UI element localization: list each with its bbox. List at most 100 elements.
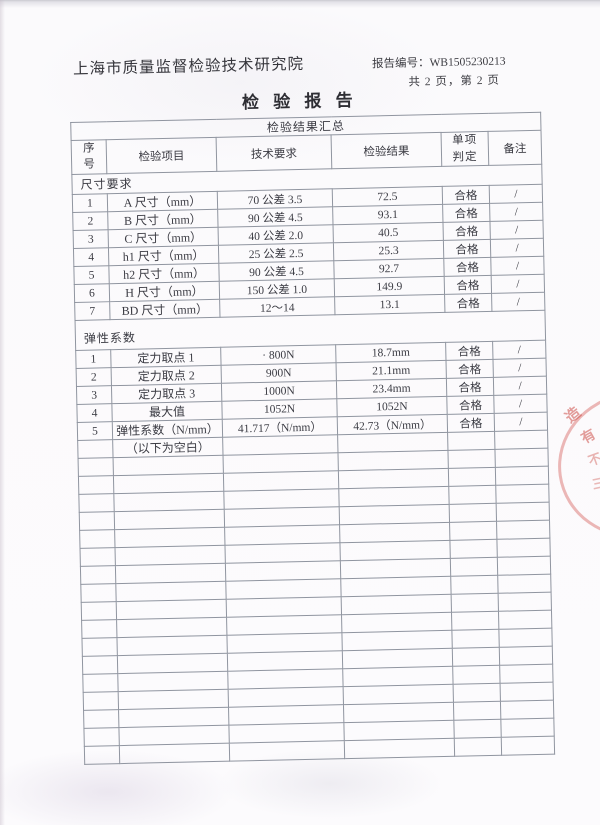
- empty-cell: [447, 449, 496, 469]
- cell-seq: 1: [75, 350, 112, 369]
- empty-cell: [496, 538, 551, 558]
- cell-seq: 3: [73, 230, 109, 249]
- cell-item: BD 尺寸（mm）: [109, 299, 221, 321]
- empty-cell: [116, 617, 227, 638]
- empty-cell: [81, 619, 117, 639]
- cell-judgment: 合格: [442, 203, 490, 223]
- empty-cell: [499, 646, 553, 666]
- cell-result: [337, 432, 448, 454]
- report-number-value: WB1505230213: [429, 55, 506, 70]
- cell-remark: /: [489, 202, 544, 222]
- cell-seq: 4: [76, 404, 113, 423]
- empty-cell: [497, 574, 552, 594]
- column-header-item: 检验项目: [106, 137, 217, 175]
- cell-seq: 1: [72, 194, 108, 213]
- empty-cell: [500, 700, 554, 720]
- cell-result: 93.1: [332, 204, 443, 226]
- column-header-judgment: 单项判定: [441, 131, 489, 167]
- cell-judgment: 合格: [446, 359, 494, 379]
- cell-judgment: 合格: [442, 185, 490, 205]
- cell-remark: /: [491, 274, 545, 294]
- empty-cell: [119, 743, 230, 764]
- empty-cell: [80, 583, 117, 603]
- empty-cell: [500, 718, 555, 738]
- cell-judgment: 合格: [443, 239, 491, 259]
- cell-item: H 尺寸（mm）: [109, 281, 220, 303]
- cell-seq: 3: [76, 386, 112, 405]
- blank-note: （以下为空白）: [112, 437, 224, 459]
- cell-item: 最大值: [111, 401, 223, 423]
- cell-remark: /: [493, 376, 547, 396]
- empty-cell: [499, 664, 554, 684]
- cell-result: 149.9: [334, 276, 445, 298]
- empty-cell: [344, 738, 455, 760]
- empty-cell: [339, 540, 451, 562]
- cell-remark: /: [489, 220, 544, 240]
- cell-judgment: 合格: [444, 293, 492, 313]
- empty-cell: [500, 682, 554, 702]
- cell-result: 42.73（N/mm）: [337, 414, 448, 436]
- cell-seq: [77, 440, 114, 459]
- empty-cell: [115, 545, 226, 566]
- cell-item: B 尺寸（mm）: [107, 209, 219, 231]
- cell-remark: /: [492, 358, 547, 378]
- empty-cell: [83, 691, 119, 711]
- empty-cell: [118, 725, 230, 746]
- empty-cell: [79, 511, 115, 531]
- empty-cell: [496, 520, 550, 540]
- empty-cell: [114, 509, 225, 530]
- cell-remark: /: [491, 292, 546, 312]
- empty-cell: [453, 683, 501, 703]
- empty-cell: [117, 671, 229, 692]
- cell-result: 40.5: [333, 222, 444, 244]
- cell-remark: /: [494, 412, 548, 432]
- cell-seq: 6: [74, 284, 110, 303]
- empty-cell: [341, 594, 452, 616]
- cell-item: 弹性系数（N/mm）: [112, 419, 223, 441]
- cell-item: h1 尺寸（mm）: [108, 245, 219, 267]
- empty-cell: [449, 539, 498, 559]
- report-number-line: 报告编号：WB1505230213: [372, 53, 506, 72]
- empty-cell: [451, 629, 500, 649]
- cell-result: 13.1: [334, 294, 445, 316]
- empty-cell: [449, 503, 497, 523]
- cell-judgment: 合格: [444, 275, 492, 295]
- cell-result: 23.4mm: [336, 378, 447, 400]
- cell-remark: /: [489, 184, 543, 204]
- empty-cell: [81, 637, 118, 657]
- empty-cell: [82, 673, 119, 693]
- column-header-requirement: 技术要求: [216, 134, 332, 172]
- empty-cell: [338, 468, 449, 490]
- cell-seq: 7: [74, 302, 111, 321]
- empty-cell: [115, 581, 227, 602]
- cell-seq: 5: [77, 422, 113, 441]
- cell-judgment: 合格: [446, 377, 494, 397]
- empty-cell: [448, 485, 497, 505]
- cell-result: 72.5: [332, 186, 443, 208]
- empty-cell: [113, 455, 224, 477]
- cell-seq: 4: [73, 248, 109, 267]
- empty-cell: [341, 612, 452, 634]
- empty-cell: [498, 592, 552, 612]
- cell-seq: 5: [73, 266, 110, 285]
- empty-cell: [342, 648, 453, 670]
- cell-remark: /: [492, 340, 547, 360]
- cell-remark: /: [490, 238, 544, 258]
- empty-cell: [495, 466, 549, 486]
- empty-cell: [116, 635, 228, 656]
- empty-cell: [115, 563, 226, 584]
- empty-cell: [451, 611, 499, 631]
- cell-result: 21.1mm: [336, 360, 447, 382]
- empty-cell: [340, 558, 451, 580]
- empty-cell: [453, 719, 502, 739]
- empty-cell: [454, 737, 502, 757]
- cell-result: 25.3: [333, 240, 444, 262]
- cell-judgment: 合格: [443, 257, 492, 277]
- cell-remark: /: [493, 394, 548, 414]
- empty-cell: [78, 476, 114, 495]
- empty-cell: [229, 741, 345, 762]
- empty-cell: [78, 458, 114, 477]
- empty-cell: [79, 529, 116, 549]
- empty-cell: [452, 665, 501, 685]
